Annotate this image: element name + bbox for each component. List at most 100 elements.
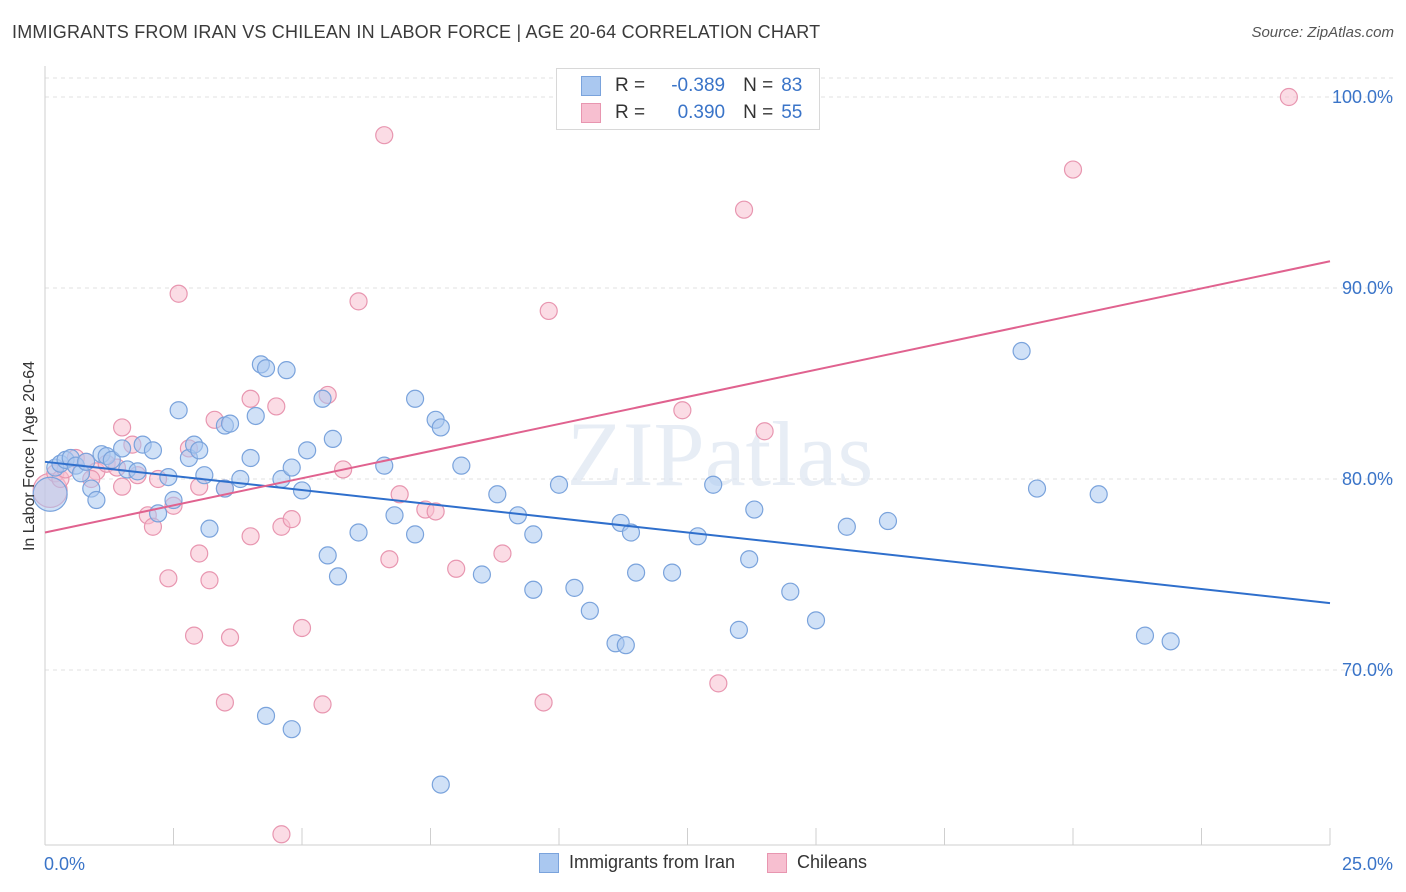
data-point <box>349 292 368 311</box>
data-point <box>431 775 450 794</box>
data-point <box>729 620 749 639</box>
data-point <box>616 636 635 655</box>
data-point <box>1161 632 1180 651</box>
y-tick-label: 100.0% <box>1332 87 1393 107</box>
data-point <box>169 284 188 303</box>
y-tick-label: 70.0% <box>1342 660 1393 680</box>
correlation-legend: R = -0.389 N = 83 R = 0.390 N = 55 <box>556 68 820 130</box>
data-point <box>431 418 450 437</box>
series-legend: Immigrants from Iran Chileans <box>0 852 1406 873</box>
chart-title: IMMIGRANTS FROM IRAN VS CHILEAN IN LABOR… <box>12 22 821 42</box>
data-point <box>190 441 209 460</box>
data-point <box>220 414 240 433</box>
legend-row-iran: R = -0.389 N = 83 <box>581 73 802 99</box>
legend-label: Immigrants from Iran <box>568 852 735 872</box>
data-point <box>277 361 296 380</box>
data-point <box>662 563 682 582</box>
y-tick-label: 90.0% <box>1342 278 1393 298</box>
data-point <box>580 601 599 620</box>
data-point <box>241 527 260 546</box>
data-point <box>143 441 163 460</box>
data-point <box>246 406 265 426</box>
data-point <box>313 695 332 714</box>
data-point <box>190 544 209 563</box>
data-point <box>1279 87 1298 107</box>
data-point <box>524 580 543 599</box>
trend-line-chileans <box>44 260 1331 534</box>
legend-swatch-pink <box>767 852 787 873</box>
data-point <box>878 511 898 531</box>
data-point <box>298 441 317 460</box>
data-point <box>740 550 759 569</box>
data-point <box>626 563 646 582</box>
data-point <box>390 485 409 504</box>
data-point <box>734 200 754 219</box>
data-point <box>385 506 404 525</box>
data-point <box>215 693 234 712</box>
data-point <box>313 389 332 408</box>
data-point <box>1089 485 1108 504</box>
data-point <box>781 582 800 601</box>
data-point <box>472 565 491 584</box>
data-point <box>349 523 368 542</box>
legend-item-iran: Immigrants from Iran <box>538 852 735 873</box>
y-tick-label: 80.0% <box>1342 469 1393 489</box>
x-tick-label: 25.0% <box>1342 854 1393 874</box>
data-point <box>837 517 856 536</box>
data-point <box>621 523 641 542</box>
n-label: N = <box>743 75 774 96</box>
data-point <box>323 429 342 448</box>
data-point <box>159 467 178 487</box>
data-point <box>755 422 774 441</box>
data-point <box>704 475 723 494</box>
data-point <box>112 477 132 496</box>
data-point <box>318 546 337 565</box>
n-label: N = <box>743 102 774 123</box>
data-point <box>426 502 445 521</box>
data-point <box>220 628 240 647</box>
data-point <box>405 389 425 408</box>
data-point <box>241 448 260 468</box>
data-point <box>745 500 764 519</box>
data-point <box>159 569 178 588</box>
data-point <box>405 525 425 544</box>
data-point <box>539 301 558 321</box>
legend-label: Chileans <box>797 852 868 872</box>
data-point <box>1027 479 1047 498</box>
data-point <box>673 401 692 420</box>
data-point <box>272 825 291 844</box>
r-label: R = <box>615 75 646 96</box>
data-point <box>447 559 466 578</box>
legend-item-chileans: Chileans <box>767 852 867 873</box>
y-axis-label: In Labor Force | Age 20-64 <box>21 360 38 552</box>
data-point <box>112 439 132 458</box>
x-tick-label: 0.0% <box>44 854 85 874</box>
data-point <box>380 550 399 569</box>
data-point <box>256 359 276 378</box>
r-label: R = <box>615 102 646 123</box>
trend-line-iran <box>44 460 1331 605</box>
data-point <box>1012 341 1031 361</box>
data-point <box>200 519 219 538</box>
data-point <box>184 626 204 645</box>
data-point <box>452 456 471 475</box>
data-point <box>241 389 260 408</box>
data-point <box>292 618 312 638</box>
axes <box>44 66 1331 846</box>
legend-row-chileans: R = 0.390 N = 55 <box>581 100 802 126</box>
data-point <box>488 485 507 504</box>
data-point <box>709 674 728 693</box>
data-point <box>112 418 132 437</box>
data-point <box>375 126 394 145</box>
data-point <box>282 720 301 739</box>
data-point <box>806 611 826 630</box>
data-point <box>282 458 301 477</box>
grid-lines <box>45 77 1393 671</box>
data-point <box>256 706 276 725</box>
data-point <box>282 510 301 529</box>
data-point <box>87 490 106 510</box>
data-point <box>200 571 219 590</box>
data-point <box>524 525 543 544</box>
data-point <box>169 401 188 420</box>
